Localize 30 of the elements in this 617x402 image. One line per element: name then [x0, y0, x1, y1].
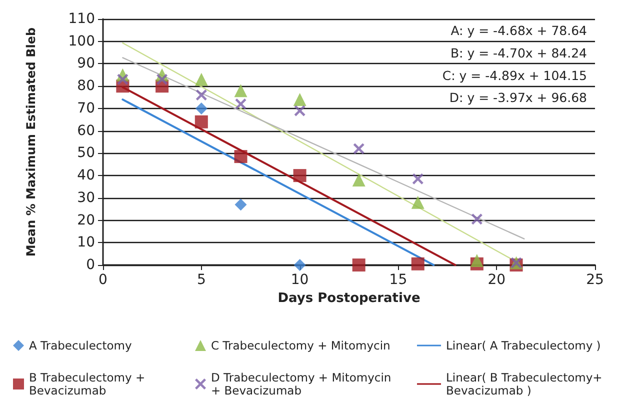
legend-label: Linear( A Trabeculectomy ) — [446, 338, 601, 352]
y-tick-label: 10 — [77, 234, 95, 251]
y-axis-title: Mean % Maximum Estimated Bleb — [24, 27, 38, 257]
x-tick-label: 25 — [586, 272, 604, 288]
x-tick-label: 0 — [98, 272, 108, 288]
annotation: B: y = -4.70x + 84.24 — [450, 45, 588, 60]
y-tick-label: 70 — [77, 100, 95, 116]
y-tick-label: 20 — [77, 212, 95, 228]
legend-label: A Trabeculectomy — [29, 338, 132, 352]
x-axis-title: Days Postoperative — [278, 290, 420, 306]
y-tick-label: 80 — [77, 78, 95, 94]
y-tick-label: 50 — [77, 145, 95, 162]
legend-label: B Trabeculectomy + Bevacizumab — [29, 370, 149, 398]
y-tick-label: 90 — [77, 56, 95, 72]
annotation: C: y = -4.89x + 104.15 — [442, 68, 588, 83]
y-tick-label: 100 — [68, 33, 95, 50]
y-tick-label: 110 — [68, 11, 95, 27]
x-tick-label: 5 — [196, 272, 206, 288]
legend-label: D Trabeculectomy + Mitomycin + Bevacizumab — [211, 370, 395, 398]
y-tick-label: 60 — [77, 122, 95, 139]
legend-label: C Trabeculectomy + Mitomycin — [211, 338, 390, 352]
annotation: D: y = -3.97x + 96.68 — [449, 90, 588, 106]
x-tick-label: 15 — [389, 272, 408, 288]
x-tick-label: 20 — [488, 272, 506, 288]
y-tick-label: 40 — [77, 168, 95, 184]
x-tick-label: 10 — [290, 272, 309, 288]
y-tick-label: 30 — [77, 190, 95, 206]
annotation: A: y = -4.68x + 78.64 — [450, 23, 588, 38]
y-tick-label: 0 — [86, 257, 95, 273]
legend-label: Linear( B Trabeculectomy+ Bevacizumab ) — [446, 370, 606, 398]
